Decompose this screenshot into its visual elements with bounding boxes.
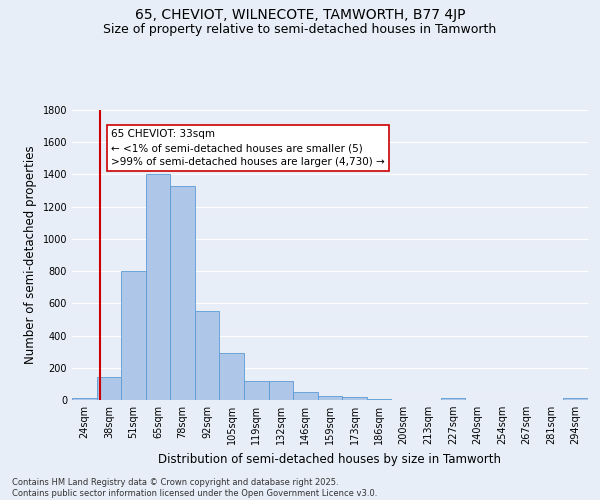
Bar	[146, 174, 170, 400]
Bar	[367, 399, 391, 400]
Bar	[195, 312, 220, 400]
Bar	[244, 380, 269, 400]
Bar	[97, 376, 121, 400]
Bar	[170, 186, 195, 400]
Text: Size of property relative to semi-detached houses in Tamworth: Size of property relative to semi-detach…	[103, 22, 497, 36]
Text: 65 CHEVIOT: 33sqm
← <1% of semi-detached houses are smaller (5)
>99% of semi-det: 65 CHEVIOT: 33sqm ← <1% of semi-detached…	[112, 130, 385, 168]
Bar	[121, 271, 146, 400]
Bar	[220, 354, 244, 400]
Bar	[342, 397, 367, 400]
Bar	[318, 396, 342, 400]
Bar	[72, 398, 97, 400]
X-axis label: Distribution of semi-detached houses by size in Tamworth: Distribution of semi-detached houses by …	[158, 452, 502, 466]
Bar	[269, 380, 293, 400]
Y-axis label: Number of semi-detached properties: Number of semi-detached properties	[24, 146, 37, 364]
Bar	[563, 398, 588, 400]
Text: 65, CHEVIOT, WILNECOTE, TAMWORTH, B77 4JP: 65, CHEVIOT, WILNECOTE, TAMWORTH, B77 4J…	[135, 8, 465, 22]
Bar	[293, 392, 318, 400]
Bar	[440, 398, 465, 400]
Text: Contains HM Land Registry data © Crown copyright and database right 2025.
Contai: Contains HM Land Registry data © Crown c…	[12, 478, 377, 498]
